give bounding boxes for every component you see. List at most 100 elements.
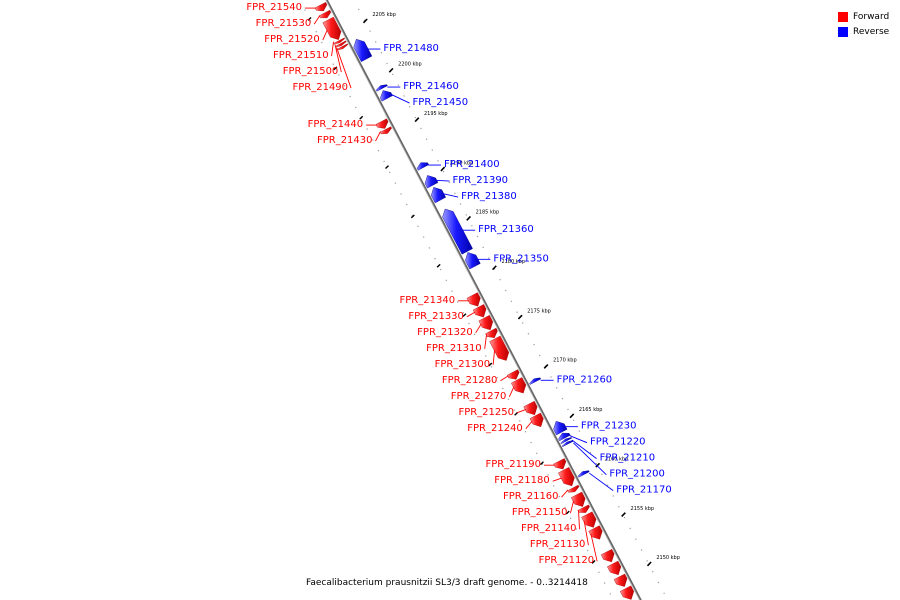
reverse-gene-arrow[interactable] [561,440,574,447]
minor-tick [539,461,544,466]
gene-label[interactable]: FPR_21440 [308,119,364,130]
gene-label[interactable]: FPR_21430 [317,135,373,146]
gene-leader-line [334,44,342,73]
gene-label[interactable]: FPR_21340 [400,295,456,306]
forward-gene-arrow[interactable] [600,549,615,563]
strand-guides [304,0,666,600]
gene-label[interactable]: FPR_21310 [426,343,482,354]
minor-tick [436,263,441,268]
gene-label[interactable]: FPR_21540 [246,2,302,13]
forward-gene-arrow[interactable] [613,573,628,587]
scale-tick-label: 2190 kbp [450,160,474,166]
gene-label[interactable]: FPR_21520 [264,34,320,45]
legend: Forward Reverse [838,9,889,39]
legend-forward: Forward [838,9,889,24]
forward-gene-arrow[interactable] [375,118,389,129]
reverse-gene-arrow[interactable] [560,437,572,445]
gene-label[interactable]: FPR_21140 [521,523,577,534]
gene-label[interactable]: FPR_21270 [451,391,507,402]
reverse-gene-arrow[interactable] [380,90,393,102]
gene-label[interactable]: FPR_21210 [600,453,656,464]
gene-label[interactable]: FPR_21130 [530,539,586,550]
gene-label[interactable]: FPR_21450 [413,97,469,108]
gene-label[interactable]: FPR_21200 [609,469,665,480]
forward-gene-arrow[interactable] [318,9,332,19]
gene-label[interactable]: FPR_21160 [503,491,559,502]
forward-gene-arrow[interactable] [529,412,544,427]
forward-gene-arrow[interactable] [506,369,520,380]
reverse-gene-arrow[interactable] [529,377,541,385]
gene-leader-line [583,520,589,546]
forward-gene-arrow[interactable] [523,400,538,416]
forward-gene-arrow[interactable] [570,491,586,507]
reverse-gene-arrow[interactable] [424,175,439,189]
reverse-gene-arrow[interactable] [558,432,571,442]
reverse-gene-arrow[interactable] [442,208,473,255]
gene-label[interactable]: FPR_21530 [256,18,312,29]
gene-leader-line [436,179,450,182]
forward-gene-arrow[interactable] [314,2,328,12]
gene-labels: FPR_21540 FPR_21530 FPR_21520 FPR_21510 FPR_… [246,2,671,566]
gene-leader-line [336,47,352,89]
gene-label[interactable]: FPR_21360 [478,224,534,235]
scale-tick-label: 2180 kbp [501,259,525,265]
forward-gene-arrow[interactable] [472,304,487,318]
forward-gene-arrow[interactable] [379,126,392,135]
gene-label[interactable]: FPR_21490 [292,82,348,93]
forward-gene-arrow[interactable] [577,504,590,513]
gene-label[interactable]: FPR_21180 [494,475,550,486]
gene-label[interactable]: FPR_21500 [283,66,339,77]
forward-gene-arrow[interactable] [553,458,567,470]
gene-label[interactable]: FPR_21300 [435,359,491,370]
reverse-gene-arrow[interactable] [465,252,481,270]
reverse-gene-arrow[interactable] [553,420,568,436]
forward-gene-arrow[interactable] [619,585,635,600]
gene-label[interactable]: FPR_21170 [616,485,672,496]
forward-gene-arrow[interactable] [478,315,494,331]
gene-label[interactable]: FPR_21390 [453,175,509,186]
forward-gene-arrow[interactable] [567,484,580,493]
gene-label[interactable]: FPR_21220 [590,437,646,448]
gene-label[interactable]: FPR_21330 [408,311,464,322]
forward-gene-arrow[interactable] [588,525,603,540]
gene-label[interactable]: FPR_21240 [467,423,523,434]
forward-gene-arrow[interactable] [511,377,527,394]
gene-label[interactable]: FPR_21350 [493,253,549,264]
scale-tick [414,117,420,123]
forward-gene-arrow[interactable] [466,292,481,307]
gene-label[interactable]: FPR_21400 [444,159,500,170]
reverse-gene-arrow[interactable] [430,187,446,204]
forward-gene-arrow[interactable] [581,511,597,528]
forward-gene-arrow[interactable] [607,560,622,576]
gene-label[interactable]: FPR_21150 [512,507,568,518]
gene-label[interactable]: FPR_21480 [383,43,439,54]
reverse-gene-arrow[interactable] [375,84,388,92]
scale-tick-label: 2155 kbp [631,506,655,512]
forward-gene-arrow[interactable] [322,16,342,40]
reverse-gene-arrow[interactable] [577,470,590,478]
legend-forward-swatch [838,11,848,22]
gene-label[interactable]: FPR_21510 [273,50,329,61]
gene-label[interactable]: FPR_21260 [557,374,613,385]
gene-label[interactable]: FPR_21250 [458,407,514,418]
minor-tick [410,214,415,219]
gene-label[interactable]: FPR_21280 [442,375,498,386]
gene-label[interactable]: FPR_21380 [461,191,517,202]
left-guide-line [304,9,615,600]
reverse-gene-arrow[interactable] [353,38,373,62]
forward-gene-arrow[interactable] [333,37,345,45]
gene-leader-line [313,15,321,25]
gene-label[interactable]: FPR_21120 [539,555,595,566]
forward-gene-arrow[interactable] [558,467,575,487]
gene-label[interactable]: FPR_21230 [581,421,637,432]
gene-leader-line [561,489,569,498]
forward-gene-arrow[interactable] [485,327,498,339]
gene-label[interactable]: FPR_21190 [485,459,541,470]
gene-leader-line [570,500,575,514]
gene-leader-line [442,193,459,198]
reverse-gene-arrow[interactable] [416,162,429,171]
gene-label[interactable]: FPR_21460 [403,81,459,92]
forward-gene-arrow[interactable] [489,335,510,361]
gene-label[interactable]: FPR_21320 [417,327,473,338]
scale-tick [621,512,626,517]
